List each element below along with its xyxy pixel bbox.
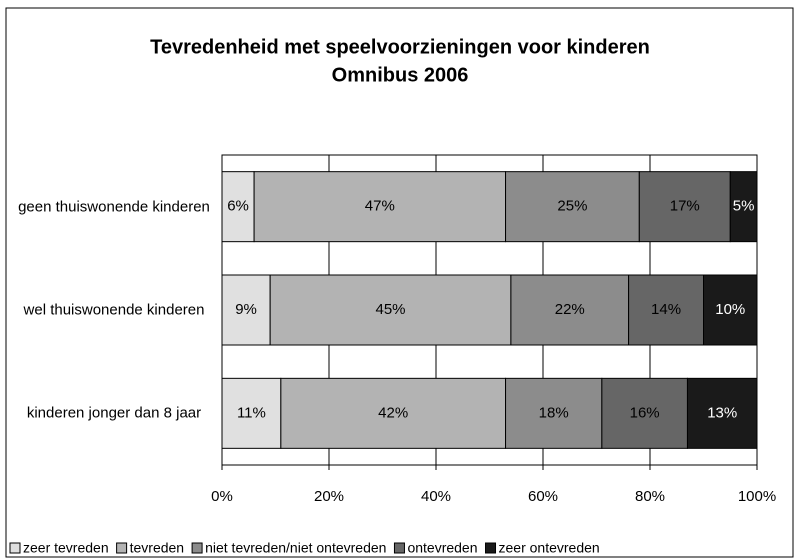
legend-label: tevreden [130, 540, 184, 556]
x-tick-label: 100% [738, 488, 776, 505]
x-tick-label: 0% [211, 488, 233, 505]
bar-segment [253, 171, 507, 243]
legend-swatch [116, 542, 128, 554]
legend-swatch [485, 542, 497, 554]
data-label: 9% [235, 301, 257, 318]
category-label: geen thuiswonende kinderen [18, 198, 210, 216]
bar-segment [729, 171, 758, 243]
x-tick-label: 60% [528, 488, 558, 505]
legend-swatch [9, 542, 21, 554]
legend-label: zeer ontevreden [499, 540, 600, 556]
category-label: kinderen jonger dan 8 jaar [26, 404, 202, 422]
data-label: 18% [539, 404, 569, 421]
bar-segment [221, 377, 282, 449]
bar-segment [703, 274, 758, 346]
data-label: 10% [715, 301, 745, 318]
x-tick-label: 80% [635, 488, 665, 505]
data-label: 25% [557, 198, 587, 215]
bar-segment [686, 377, 758, 449]
x-tick-label: 20% [314, 488, 344, 505]
data-label: 47% [365, 198, 395, 215]
legend-label: niet tevreden/niet ontevreden [205, 540, 386, 556]
legend-swatch [393, 542, 405, 554]
chart-title: Tevredenheid met speelvoorzieningen voor… [150, 36, 650, 58]
legend-label: zeer tevreden [23, 540, 109, 556]
bar-segment [601, 377, 688, 449]
data-label: 6% [227, 198, 249, 215]
data-label: 13% [707, 404, 737, 421]
legend-label: ontevreden [407, 540, 477, 556]
bar-segment [510, 274, 630, 346]
bar-segment [638, 171, 731, 243]
data-label: 17% [670, 198, 700, 215]
bar-segment [221, 171, 255, 243]
category-label: wel thuiswonende kinderen [23, 301, 205, 319]
bar-segment [269, 274, 512, 346]
bar-segment [505, 377, 603, 449]
bar-segment [628, 274, 704, 346]
chart-subtitle: Omnibus 2006 [332, 64, 469, 86]
data-label: 45% [376, 301, 406, 318]
bar-segment [280, 377, 507, 449]
data-label: 42% [378, 404, 408, 421]
x-tick-label: 40% [421, 488, 451, 505]
data-label: 22% [555, 301, 585, 318]
data-label: 11% [237, 404, 266, 421]
data-label: 14% [651, 301, 681, 318]
data-label: 16% [630, 404, 660, 421]
bar-segment [505, 171, 640, 243]
data-label: 5% [733, 198, 755, 215]
legend-swatch [191, 542, 203, 554]
